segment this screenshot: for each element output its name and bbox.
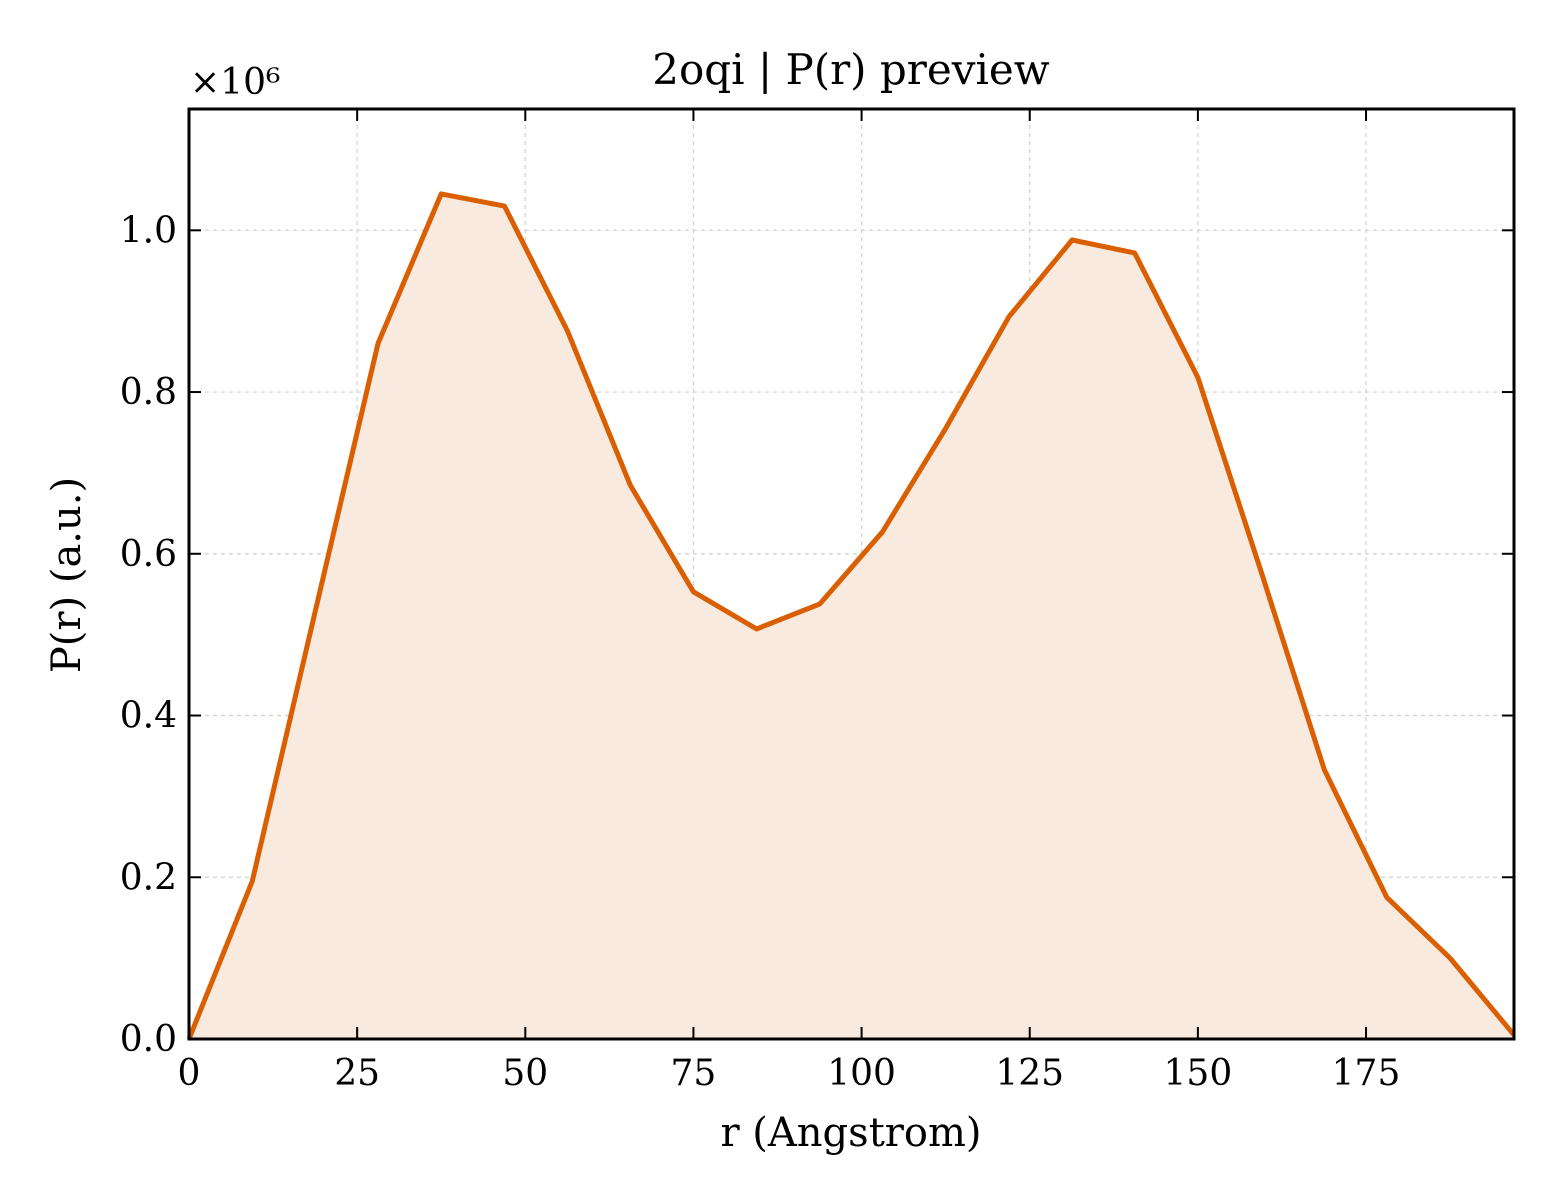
x-tick-label: 150 [1164,1053,1233,1094]
x-tick-label: 25 [334,1053,380,1094]
y-tick-label: 0.4 [120,696,177,737]
plot-frame [187,107,1516,1041]
x-tick-label: 75 [671,1053,717,1094]
x-tick-label: 100 [827,1053,896,1094]
y-tick-label: 0.6 [120,534,177,575]
series-line [186,191,1516,1040]
x-axis-label: r (Angstrom) [720,1110,981,1156]
y-axis-label: P(r) (a.u.) [44,477,90,673]
x-tick-label: 0 [178,1053,201,1094]
area-fill [189,193,1514,1039]
x-tick-label: 50 [502,1053,548,1094]
y-tick-label: 1.0 [120,210,177,251]
y-tick-label: 0.0 [120,1019,177,1060]
axis-ticks: 0 25 50 75 100 125 150 175 0.0 0.2 0.4 0.6 0.8 1.0 [120,109,1514,1094]
x-tick-label: 175 [1332,1053,1401,1094]
x-tick-label: 125 [995,1053,1064,1094]
y-tick-label: 0.8 [120,372,177,413]
y-tick-label: 0.2 [120,857,177,898]
chart-title: 2oqi | P(r) preview [652,45,1049,94]
y-offset-label: ×10⁶ [190,62,280,103]
